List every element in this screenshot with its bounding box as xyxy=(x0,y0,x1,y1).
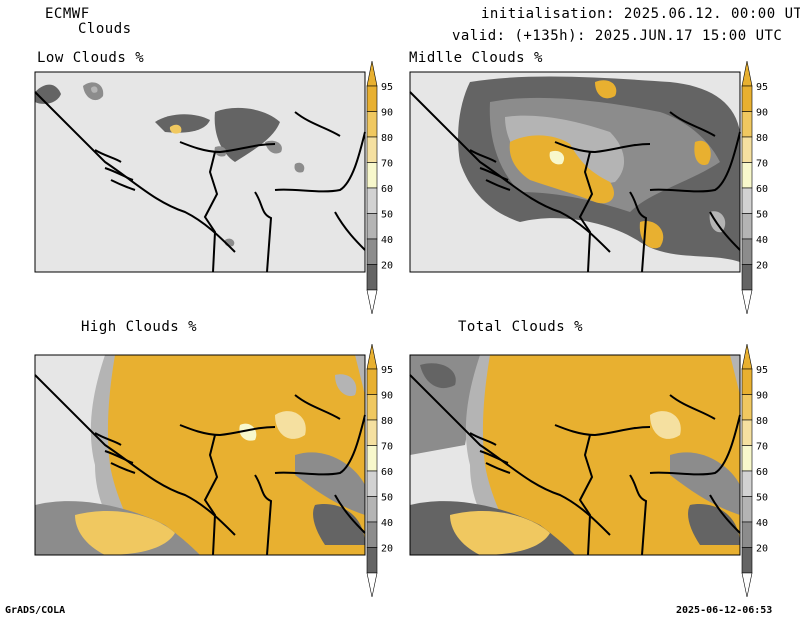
colorbar-swatch xyxy=(741,521,753,548)
middle-cloud-patches xyxy=(458,76,740,262)
colorbar-swatch xyxy=(366,547,378,574)
model-name: ECMWF xyxy=(45,6,90,22)
colorbar-tick-label: 95 xyxy=(381,365,393,376)
colorbar-swatch xyxy=(366,136,378,163)
colorbar-tick-label: 60 xyxy=(756,184,768,195)
colorbar-swatch xyxy=(741,470,753,497)
colorbar-swatch xyxy=(741,264,753,291)
colorbar-top-arrow xyxy=(366,343,378,370)
colorbar-tick-label: 70 xyxy=(381,442,393,453)
colorbar-tick-label: 95 xyxy=(756,82,768,93)
total-cloud-patches xyxy=(410,355,740,555)
colorbar-tick-label: 80 xyxy=(381,416,393,427)
colorbar-tick-label: 80 xyxy=(756,416,768,427)
colorbar-tick-label: 70 xyxy=(756,159,768,170)
init-time: initialisation: 2025.06.12. 00:00 UTC xyxy=(481,6,800,22)
product-name: Clouds xyxy=(78,21,132,37)
colorbar-swatch xyxy=(366,496,378,523)
colorbar-tick-label: 20 xyxy=(381,261,393,272)
colorbar-tick-label: 50 xyxy=(756,210,768,221)
colorbar-total: 95 90 80 70 60 50 40 20 xyxy=(741,343,768,598)
colorbar-swatch xyxy=(741,394,753,421)
colorbar-middle: 95 90 80 70 60 50 40 20 xyxy=(741,60,768,315)
colorbar-tick-label: 90 xyxy=(756,108,768,119)
colorbar-tick-label: 60 xyxy=(756,467,768,478)
colorbar-swatch xyxy=(366,238,378,265)
panel-title-high: High Clouds % xyxy=(81,319,198,335)
map-low-clouds xyxy=(34,71,366,273)
colorbar-swatch xyxy=(741,445,753,472)
colorbar-bottom-arrow xyxy=(366,572,378,598)
colorbar-top-arrow xyxy=(741,343,753,370)
colorbar-tick-label: 90 xyxy=(381,108,393,119)
colorbar-high: 95 90 80 70 60 50 40 20 xyxy=(366,343,393,598)
colorbar-tick-label: 90 xyxy=(381,391,393,402)
colorbar-swatch xyxy=(741,496,753,523)
colorbar-swatch xyxy=(366,85,378,112)
colorbar-top-arrow xyxy=(366,60,378,87)
map-total-clouds xyxy=(409,354,741,556)
colorbar-swatch xyxy=(741,162,753,189)
colorbar-swatch xyxy=(741,136,753,163)
colorbar-swatch xyxy=(741,547,753,574)
panel-title-total: Total Clouds % xyxy=(458,319,584,335)
colorbar-tick-label: 20 xyxy=(756,544,768,555)
colorbar-tick-label: 40 xyxy=(381,235,393,246)
colorbar-swatch xyxy=(741,85,753,112)
colorbar-tick-label: 50 xyxy=(381,493,393,504)
colorbar-swatch xyxy=(366,419,378,446)
footer-timestamp: 2025-06-12-06:53 xyxy=(676,605,773,616)
colorbar-tick-label: 20 xyxy=(381,544,393,555)
colorbar-swatch xyxy=(366,213,378,240)
colorbar-tick-label: 40 xyxy=(381,518,393,529)
high-cloud-patches xyxy=(35,355,366,555)
colorbar-tick-label: 70 xyxy=(381,159,393,170)
high-borders xyxy=(34,374,366,556)
colorbar-swatch xyxy=(741,368,753,395)
valid-time: valid: (+135h): 2025.JUN.17 15:00 UTC xyxy=(452,28,783,44)
middle-borders xyxy=(409,91,741,273)
colorbar-swatch xyxy=(366,470,378,497)
colorbar-swatch xyxy=(366,394,378,421)
colorbar-tick-label: 20 xyxy=(756,261,768,272)
panel-title-low: Low Clouds % xyxy=(37,50,145,66)
low-cloud-patches xyxy=(35,82,305,247)
colorbar-tick-label: 40 xyxy=(756,518,768,529)
colorbar-tick-label: 50 xyxy=(381,210,393,221)
footer-software: GrADS/COLA xyxy=(5,605,66,616)
colorbar-tick-label: 95 xyxy=(756,365,768,376)
colorbar-swatch xyxy=(741,238,753,265)
colorbar-swatch xyxy=(366,187,378,214)
map-middle-clouds xyxy=(409,71,741,273)
colorbar-swatch xyxy=(366,521,378,548)
colorbar-swatch xyxy=(366,162,378,189)
colorbar-tick-label: 80 xyxy=(756,133,768,144)
colorbar-swatch xyxy=(741,187,753,214)
colorbar-bottom-arrow xyxy=(741,572,753,598)
panel-title-middle: Midlle Clouds % xyxy=(409,50,543,66)
colorbar-swatch xyxy=(366,264,378,291)
colorbar-swatch xyxy=(366,445,378,472)
colorbar-swatch xyxy=(741,111,753,138)
colorbar-swatch xyxy=(366,111,378,138)
map-high-clouds xyxy=(34,354,366,556)
colorbar-tick-label: 95 xyxy=(381,82,393,93)
colorbar-tick-label: 60 xyxy=(381,467,393,478)
colorbar-bottom-arrow xyxy=(366,289,378,315)
colorbar-low: 95 90 80 70 60 50 40 20 xyxy=(366,60,393,315)
colorbar-swatch xyxy=(741,419,753,446)
colorbar-tick-label: 40 xyxy=(756,235,768,246)
colorbar-bottom-arrow xyxy=(741,289,753,315)
colorbar-top-arrow xyxy=(741,60,753,87)
colorbar-tick-label: 70 xyxy=(756,442,768,453)
colorbar-tick-label: 60 xyxy=(381,184,393,195)
colorbar-tick-label: 80 xyxy=(381,133,393,144)
colorbar-swatch xyxy=(741,213,753,240)
colorbar-swatch xyxy=(366,368,378,395)
colorbar-tick-label: 90 xyxy=(756,391,768,402)
colorbar-tick-label: 50 xyxy=(756,493,768,504)
low-borders xyxy=(34,91,366,273)
total-borders xyxy=(409,374,741,556)
